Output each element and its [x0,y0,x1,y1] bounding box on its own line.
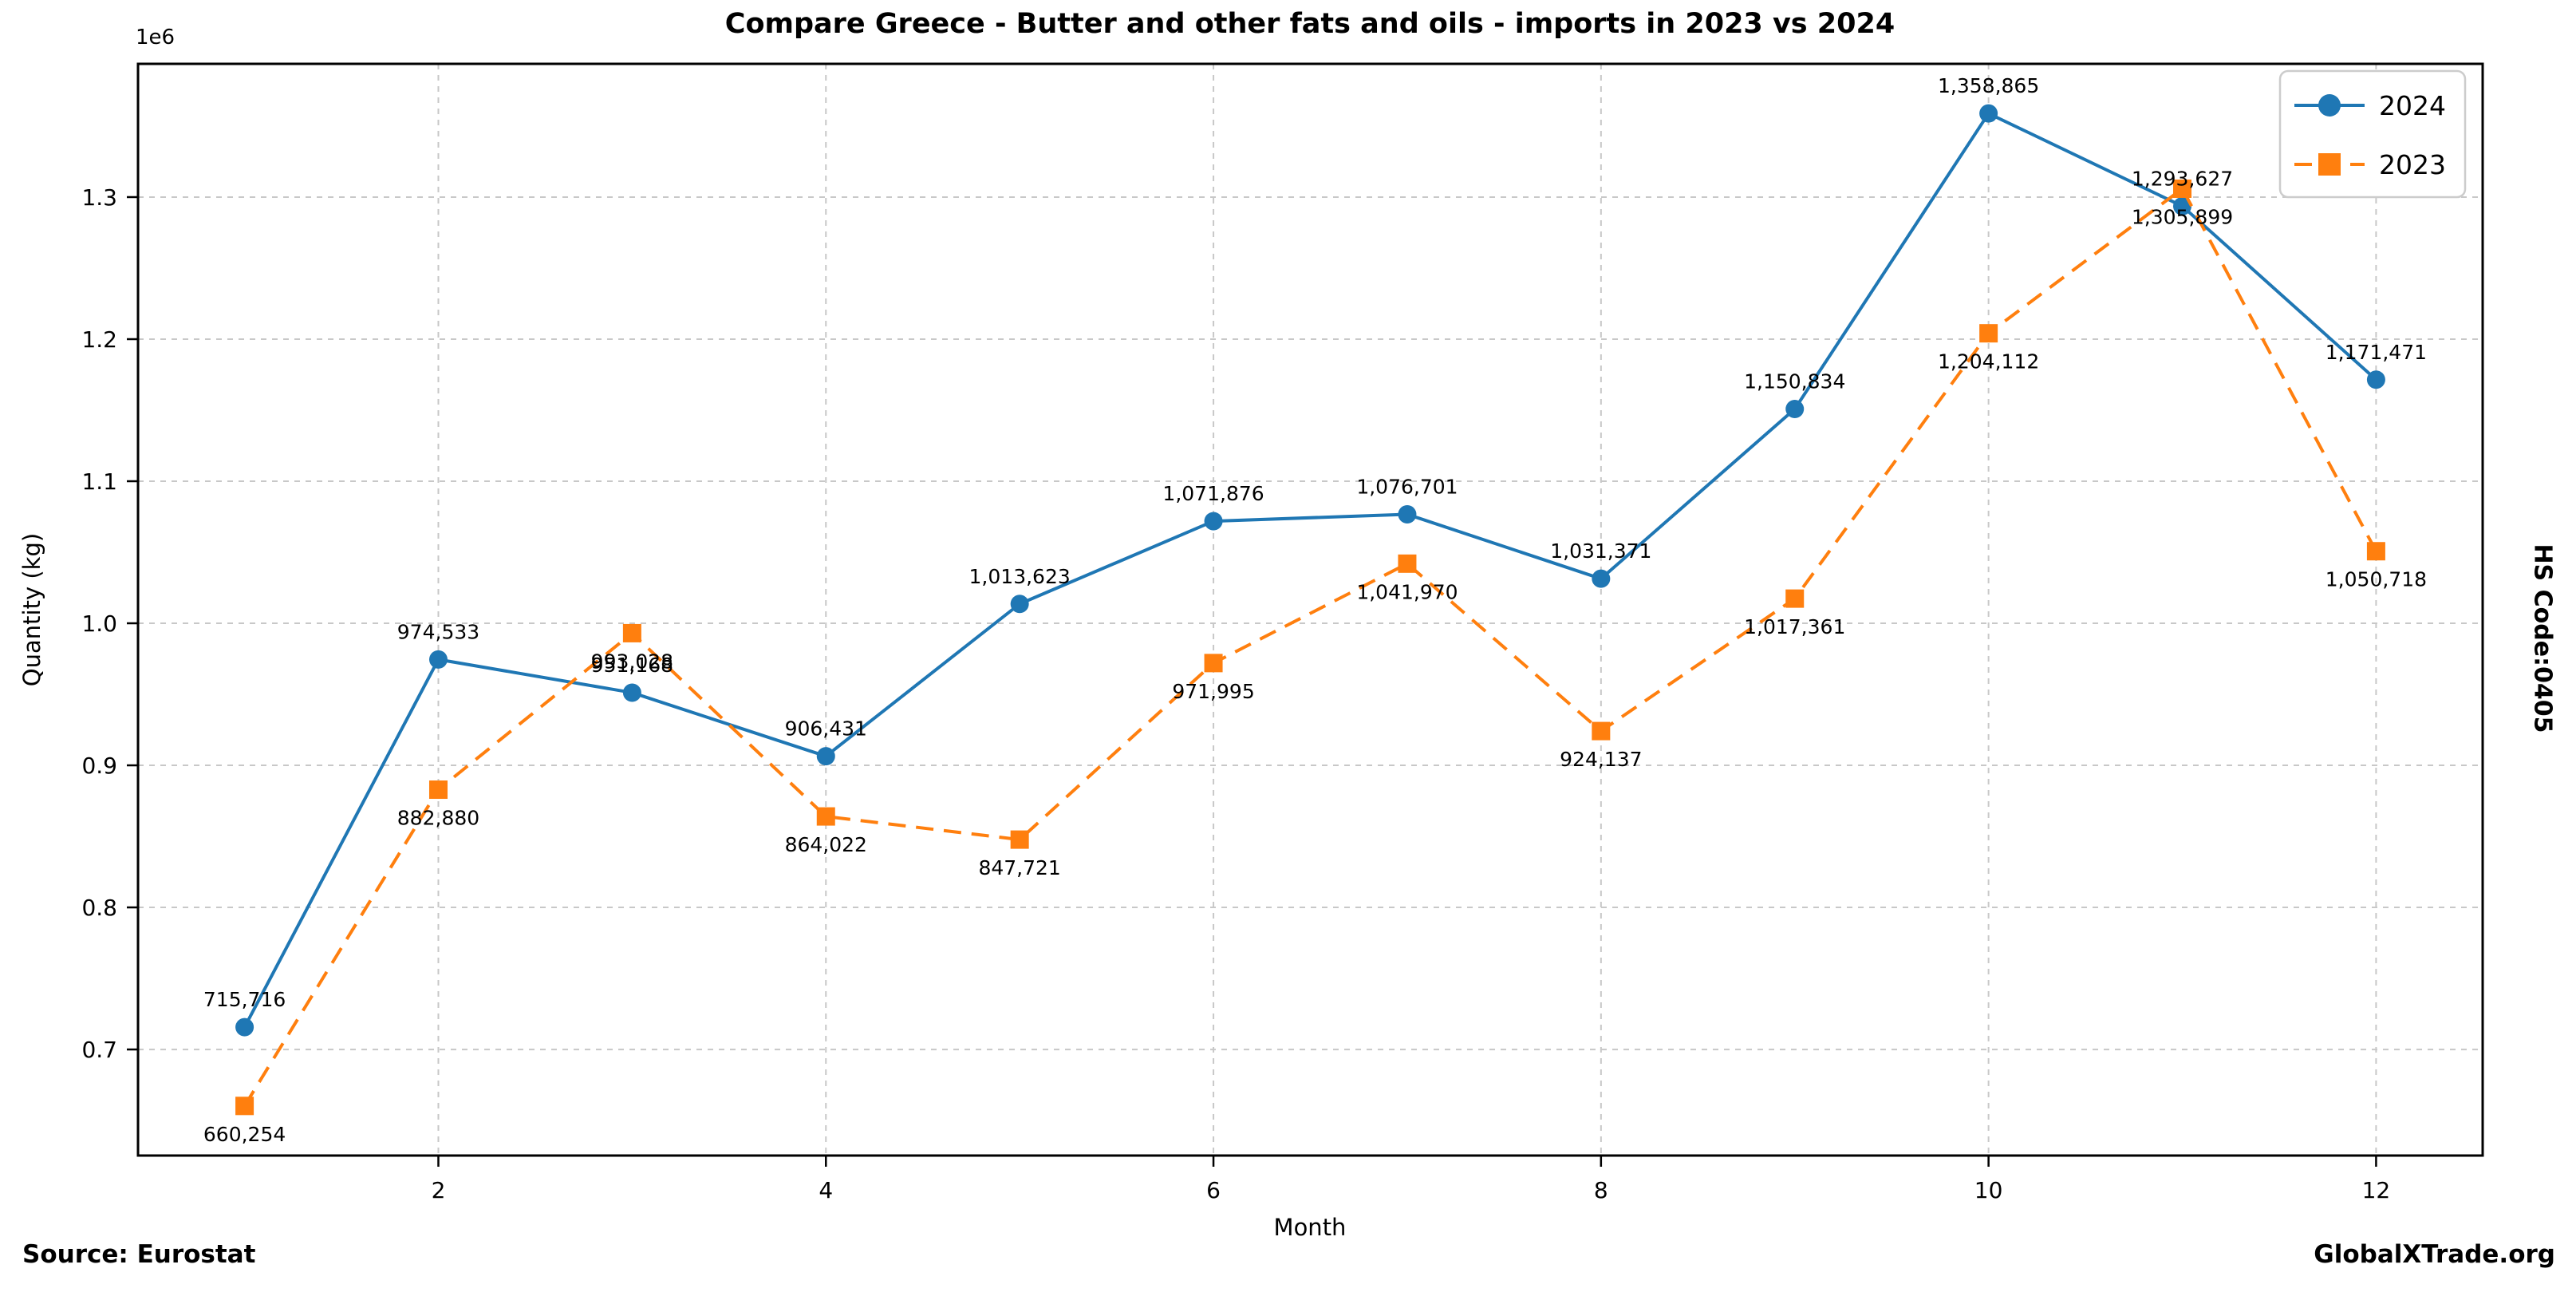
data-point-2024 [622,683,641,702]
data-point-2024 [2173,196,2192,215]
data-label-2023: 1,204,112 [1938,350,2039,373]
data-point-2023 [428,780,448,800]
x-tick-label: 10 [1974,1177,2003,1203]
data-point-2024 [816,747,835,766]
data-point-2023 [1204,654,1223,673]
x-tick-label: 2 [432,1177,446,1203]
data-label-2024: 1,031,371 [1550,539,1651,563]
data-point-2023 [1398,554,1417,573]
data-label-2024: 1,076,701 [1356,475,1458,498]
y-tick-label: 1.3 [81,184,117,211]
data-label-2023: 993,028 [591,650,673,673]
data-label-2023: 847,721 [978,856,1060,879]
data-point-2023 [2366,542,2385,561]
data-point-2024 [1592,569,1611,588]
y-tick-label: 1.0 [81,610,117,637]
y-axis-offset-label: 1e6 [136,26,176,49]
legend-label-2024: 2024 [2379,90,2446,121]
data-label-2024: 951,168 [591,654,673,677]
data-point-2024 [1979,104,1998,123]
y-axis-label: Quantity (kg) [18,532,45,687]
data-point-2023 [235,1096,254,1116]
data-point-2024 [1785,400,1805,419]
data-label-2024: 1,013,623 [969,565,1071,588]
data-point-2024 [1010,595,1029,614]
data-label-2023: 882,880 [397,807,479,830]
data-point-2023 [1592,721,1611,741]
x-tick-label: 12 [2362,1177,2391,1203]
data-label-2024: 1,358,865 [1938,74,2039,97]
y-tick-label: 1.2 [81,326,117,353]
data-point-2023 [1010,830,1029,849]
data-point-2024 [1204,512,1223,531]
data-point-2024 [428,650,448,669]
x-tick-label: 8 [1594,1177,1608,1203]
data-point-2023 [1785,589,1805,608]
series-line-2023 [243,187,2378,1107]
data-label-2024: 974,533 [397,620,479,643]
hs-code-label: HS Code:0405 [2528,543,2557,733]
data-label-2024: 715,716 [203,988,286,1011]
data-label-2024: 1,293,627 [2132,167,2233,190]
source-credit: Source: Eurostat [22,1240,256,1269]
y-tick-label: 0.9 [81,753,117,779]
axes-frame [136,62,2484,1157]
data-point-2023 [622,623,641,642]
data-label-2023: 1,050,718 [2326,568,2427,591]
brand-credit: GlobalXTrade.org [2314,1240,2555,1269]
data-label-2023: 1,305,899 [2132,205,2233,228]
data-point-2024 [1398,504,1417,524]
data-point-2023 [1979,324,1998,343]
chart-title: Compare Greece - Butter and other fats a… [724,8,1896,40]
data-label-2024: 1,171,471 [2326,341,2427,364]
data-label-2023: 924,137 [1560,748,1642,771]
data-point-2024 [235,1017,254,1037]
data-label-2023: 1,041,970 [1356,580,1458,603]
data-label-2024: 906,431 [785,717,867,741]
legend-marker-2023 [2318,153,2341,176]
data-label-2023: 1,017,361 [1744,615,1845,638]
series-line-2024 [243,112,2377,1029]
legend-marker-2024 [2318,94,2341,117]
y-tick-label: 0.8 [81,895,117,921]
x-axis-label: Month [1273,1214,1347,1241]
data-point-2023 [2173,179,2192,198]
data-label-2024: 1,071,876 [1162,482,1264,505]
legend-label-2023: 2023 [2379,149,2446,180]
data-label-2023: 660,254 [203,1123,286,1146]
data-label-2023: 864,022 [785,833,867,856]
data-point-2024 [2366,370,2385,389]
x-tick-label: 6 [1206,1177,1221,1203]
data-label-2023: 971,995 [1172,680,1254,703]
y-tick-label: 1.1 [81,468,117,495]
data-label-2024: 1,150,834 [1744,370,1845,393]
y-tick-label: 0.7 [81,1037,117,1063]
x-tick-label: 4 [819,1177,833,1203]
data-point-2023 [816,807,835,826]
